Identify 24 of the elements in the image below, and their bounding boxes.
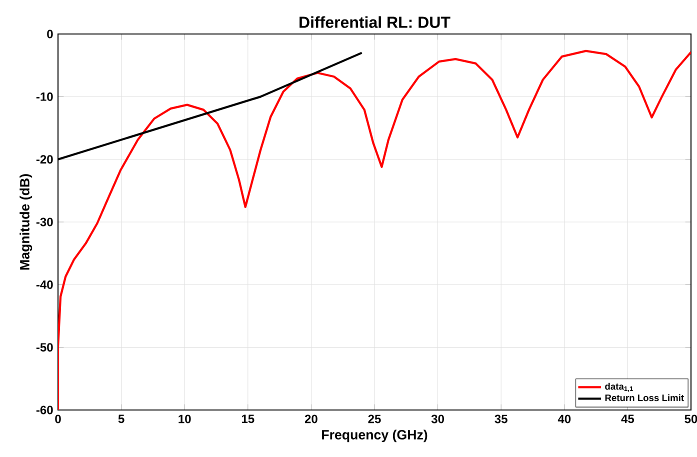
legend-label: Return Loss Limit	[605, 394, 684, 402]
x-tick-label: 50	[684, 414, 697, 424]
y-axis-title: Magnitude (dB)	[20, 174, 32, 270]
x-tick-label: 0	[55, 414, 61, 424]
y-tick-label: -20	[36, 155, 53, 164]
x-tick-label: 10	[178, 414, 191, 424]
y-tick-label: -10	[36, 92, 53, 101]
line-series	[58, 50, 691, 410]
y-tick-label: 0	[47, 30, 53, 38]
x-tick-label: 20	[304, 414, 318, 424]
x-tick-label: 35	[494, 414, 508, 424]
chart-title: Differential RL: DUT	[300, 16, 450, 28]
x-tick-label: 45	[621, 414, 634, 424]
legend-label: data$_{1,1}$	[605, 382, 634, 392]
x-tick-label: 40	[558, 414, 571, 424]
x-axis-title: Frequency (GHz)	[322, 430, 428, 442]
x-tick-label: 15	[242, 414, 254, 424]
y-tick-label: -60	[36, 406, 53, 414]
x-tick-label: 30	[431, 414, 444, 424]
x-tick-label: 5	[118, 414, 124, 424]
x-tick-label: 25	[368, 414, 381, 424]
y-tick-label: -50	[36, 343, 53, 352]
y-tick-label: -40	[36, 280, 53, 289]
y-tick-label: -30	[36, 218, 53, 226]
